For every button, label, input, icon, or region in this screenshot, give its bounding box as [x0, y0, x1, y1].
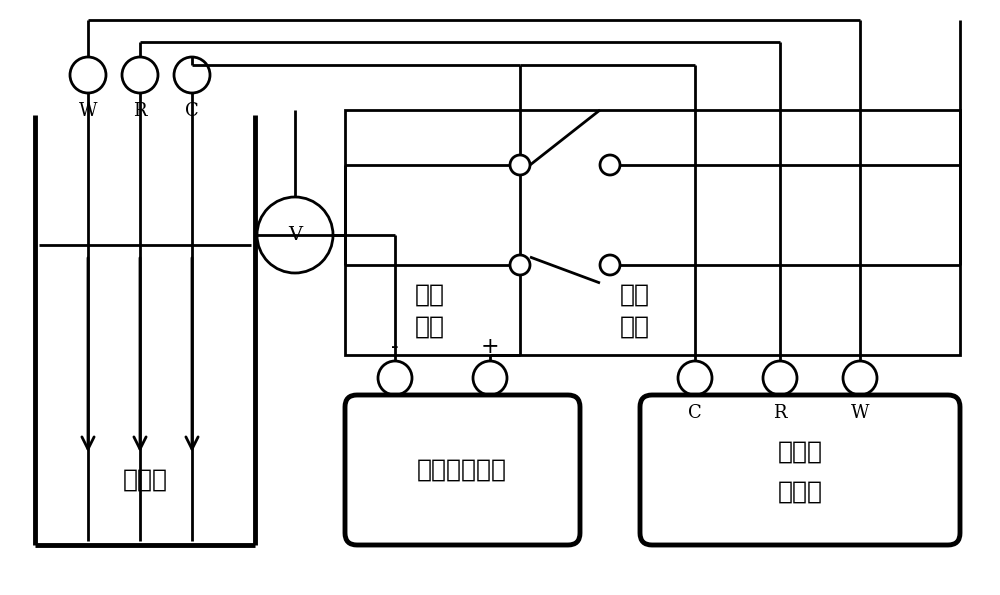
Text: 电解池: 电解池 — [122, 468, 168, 492]
Text: W: W — [851, 404, 869, 422]
Text: C: C — [688, 404, 702, 422]
Text: R: R — [773, 404, 787, 422]
Text: C: C — [185, 102, 199, 120]
Text: -: - — [391, 336, 399, 358]
Text: 可调稳压电源: 可调稳压电源 — [417, 458, 507, 482]
Bar — [345, 110, 960, 355]
Text: 阴极: 阴极 — [415, 283, 445, 307]
Text: R: R — [133, 102, 147, 120]
Text: 极化: 极化 — [415, 315, 445, 339]
Text: 测定: 测定 — [620, 315, 650, 339]
Text: V: V — [288, 226, 302, 244]
Text: +: + — [481, 336, 499, 358]
Text: 电化学: 电化学 — [778, 440, 822, 464]
Text: 工作站: 工作站 — [778, 480, 822, 504]
Text: W: W — [79, 102, 97, 120]
Text: 阻抗: 阻抗 — [620, 283, 650, 307]
